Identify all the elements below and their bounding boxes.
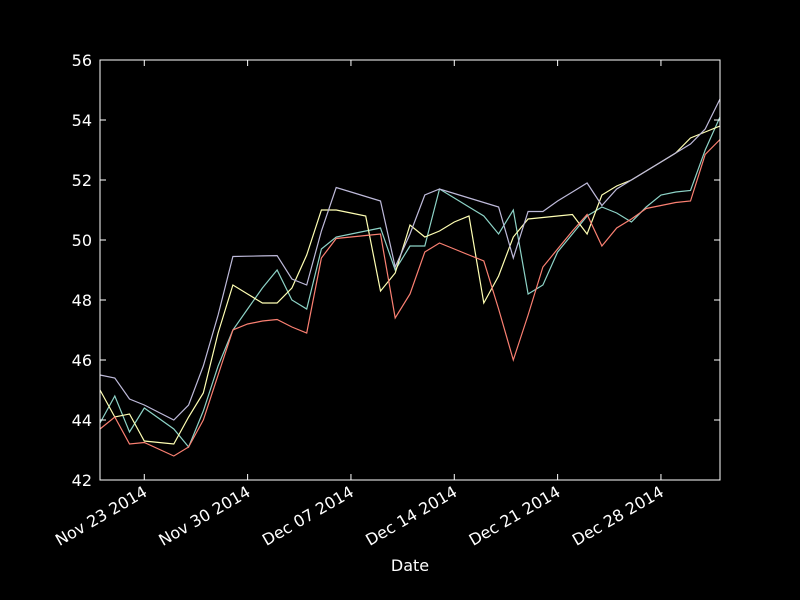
y-tick-label: 46: [72, 351, 92, 370]
y-tick-label: 54: [72, 111, 92, 130]
y-tick-label: 48: [72, 291, 92, 310]
y-tick-label: 44: [72, 411, 92, 430]
plot-frame: [99, 59, 721, 481]
series-line-4: [99, 139, 721, 457]
y-tick-label: 50: [72, 231, 92, 250]
y-tick-label: 52: [72, 171, 92, 190]
series-line-1: [99, 116, 721, 449]
y-tick-label: 56: [72, 51, 92, 70]
y-axis: 42 44 46 48 50 52 54 56: [72, 51, 720, 490]
x-axis-title: Date: [391, 556, 429, 575]
series-layer: [99, 98, 721, 457]
series-line-3: [99, 98, 721, 421]
series-line-2: [99, 125, 721, 445]
y-tick-label: 42: [72, 471, 92, 490]
